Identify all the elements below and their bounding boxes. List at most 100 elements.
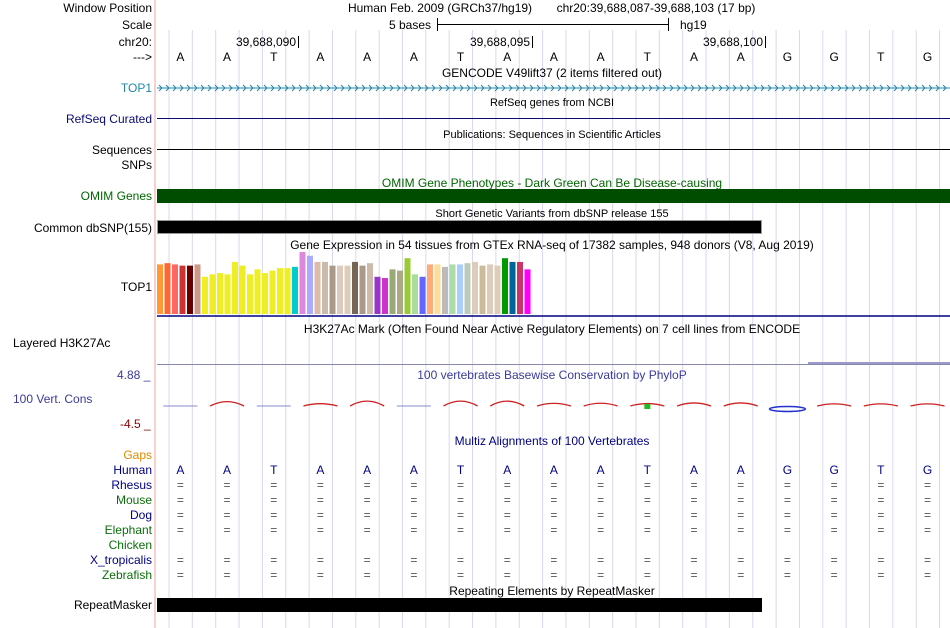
multiz-species-label[interactable]: Dog xyxy=(129,508,152,522)
phylop-score-mark[interactable] xyxy=(630,402,665,407)
multiz-track-title[interactable]: Multiz Alignments of 100 Vertebrates xyxy=(454,434,650,448)
gtex-tissue-bar[interactable] xyxy=(299,252,306,314)
refseq-track-title[interactable]: RefSeq genes from NCBI xyxy=(489,97,615,109)
gtex-track-title[interactable]: Gene Expression in 54 tissues from GTEx … xyxy=(290,238,814,252)
gencode-transcript-track[interactable] xyxy=(157,82,950,94)
gtex-tissue-bar[interactable] xyxy=(359,265,366,314)
gtex-tissue-bar[interactable] xyxy=(254,269,261,314)
gtex-tissue-bar[interactable] xyxy=(247,274,253,314)
gtex-tissue-bar[interactable] xyxy=(389,269,396,314)
gtex-tissue-bar[interactable] xyxy=(427,264,433,314)
gtex-tissue-bar[interactable] xyxy=(382,278,388,314)
gtex-tissue-bar[interactable] xyxy=(494,265,501,314)
assembly-title[interactable]: Human Feb. 2009 (GRCh37/hg19) xyxy=(347,1,533,15)
phylop-score-mark[interactable] xyxy=(303,403,338,407)
phylop-score-mark[interactable] xyxy=(583,402,618,407)
multiz-species-label[interactable]: Rhesus xyxy=(111,478,152,492)
strand-arrow-label[interactable]: ---> xyxy=(133,50,152,64)
phylop-conservation-plot[interactable] xyxy=(157,382,950,432)
gtex-expression-chart[interactable] xyxy=(157,252,950,318)
gtex-tissue-bar[interactable] xyxy=(479,265,486,314)
phylop-score-mark[interactable] xyxy=(863,403,899,407)
gtex-gene-label[interactable]: TOP1 xyxy=(120,280,152,294)
gtex-tissue-bar[interactable] xyxy=(517,261,523,314)
gtex-tissue-bar[interactable] xyxy=(442,266,448,314)
gtex-tissue-bar[interactable] xyxy=(194,264,201,314)
gtex-tissue-bar[interactable] xyxy=(509,261,516,314)
repeatmasker-track-title[interactable]: Repeating Elements by RepeatMasker xyxy=(449,584,655,598)
multiz-species-label[interactable]: Zebrafish xyxy=(101,568,152,582)
phylop-score-mark[interactable] xyxy=(816,403,852,407)
gtex-tissue-bar[interactable] xyxy=(344,265,351,314)
dbsnp-track-title[interactable]: Short Genetic Variants from dbSNP releas… xyxy=(435,208,669,220)
gtex-tissue-bar[interactable] xyxy=(157,264,163,314)
multiz-species-label[interactable]: Gaps xyxy=(123,448,152,462)
gtex-tissue-bar[interactable] xyxy=(269,270,276,314)
gtex-tissue-bar[interactable] xyxy=(487,264,493,314)
multiz-species-label[interactable]: Elephant xyxy=(104,523,152,537)
phylop-score-mark[interactable] xyxy=(676,402,712,407)
multiz-species-label[interactable]: Human xyxy=(113,463,152,477)
repeatmasker-element-bar[interactable] xyxy=(157,598,762,612)
h3k27ac-track-label[interactable]: Layered H3K27Ac xyxy=(13,336,111,350)
phylop-track-title[interactable]: 100 vertebrates Basewise Conservation by… xyxy=(417,368,687,382)
phylop-score-mark[interactable] xyxy=(443,400,478,407)
gencode-gene-label[interactable]: TOP1 xyxy=(120,81,152,95)
gtex-tissue-bar[interactable] xyxy=(262,273,268,314)
h3k27ac-track-title[interactable]: H3K27Ac Mark (Often Found Near Active Re… xyxy=(303,322,801,336)
gtex-tissue-bar[interactable] xyxy=(472,261,478,314)
gtex-tissue-bar[interactable] xyxy=(404,258,411,314)
gtex-tissue-bar[interactable] xyxy=(374,276,381,314)
phylop-highlight-mark[interactable] xyxy=(644,404,651,409)
gtex-tissue-bar[interactable] xyxy=(292,266,298,314)
refseq-track-label[interactable]: RefSeq Curated xyxy=(65,112,152,126)
gencode-track-title[interactable]: GENCODE V49lift37 (2 items filtered out) xyxy=(441,66,663,80)
publications-line[interactable] xyxy=(157,149,950,150)
gtex-tissue-bar[interactable] xyxy=(449,264,456,314)
phylop-track-label[interactable]: 100 Vert. Cons xyxy=(13,392,93,406)
gtex-tissue-bar[interactable] xyxy=(187,265,193,314)
gtex-tissue-bar[interactable] xyxy=(239,265,246,314)
gtex-tissue-bar[interactable] xyxy=(434,264,441,314)
gtex-tissue-bar[interactable] xyxy=(314,261,321,314)
gtex-tissue-bar[interactable] xyxy=(397,270,403,314)
gtex-tissue-bar[interactable] xyxy=(179,265,186,314)
gtex-tissue-bar[interactable] xyxy=(209,274,216,314)
gtex-tissue-bar[interactable] xyxy=(217,273,223,314)
gtex-tissue-bar[interactable] xyxy=(412,274,418,314)
phylop-score-mark[interactable] xyxy=(910,403,945,407)
h3k27ac-signal[interactable] xyxy=(808,362,950,364)
gtex-tissue-bar[interactable] xyxy=(464,263,471,314)
gtex-tissue-bar[interactable] xyxy=(419,276,426,314)
phylop-score-mark[interactable] xyxy=(349,400,385,407)
publications-track-title[interactable]: Publications: Sequences in Scientific Ar… xyxy=(443,129,661,141)
gtex-tissue-bar[interactable] xyxy=(502,258,508,314)
multiz-species-label[interactable]: Mouse xyxy=(115,493,152,507)
gtex-tissue-bar[interactable] xyxy=(367,263,373,314)
region-position[interactable]: chr20:39,688,087-39,688,103 (17 bp) xyxy=(556,1,756,15)
gtex-tissue-bar[interactable] xyxy=(284,268,291,314)
snps-track-label[interactable]: SNPs xyxy=(121,158,152,172)
gtex-tissue-bar[interactable] xyxy=(164,263,171,314)
phylop-score-mark[interactable] xyxy=(489,400,525,407)
phylop-score-mark[interactable] xyxy=(209,400,245,407)
gtex-tissue-bar[interactable] xyxy=(172,264,178,314)
gtex-tissue-bar[interactable] xyxy=(329,265,336,314)
dbsnp-track-label[interactable]: Common dbSNP(155) xyxy=(33,221,152,235)
multiz-species-label[interactable]: Chicken xyxy=(108,538,152,552)
multiz-species-label[interactable]: X_tropicalis xyxy=(89,553,152,567)
omim-track-title[interactable]: OMIM Gene Phenotypes - Dark Green Can Be… xyxy=(381,176,723,190)
gtex-tissue-bar[interactable] xyxy=(322,261,328,314)
repeatmasker-track-label[interactable]: RepeatMasker xyxy=(73,598,152,612)
dbsnp-variant-bar[interactable] xyxy=(157,220,762,234)
omim-track-label[interactable]: OMIM Genes xyxy=(80,189,152,203)
phylop-score-mark[interactable] xyxy=(723,402,758,407)
gtex-tissue-bar[interactable] xyxy=(232,261,238,314)
refseq-gene-line[interactable] xyxy=(157,118,950,119)
gtex-tissue-bar[interactable] xyxy=(524,269,531,314)
phylop-score-mark[interactable] xyxy=(536,402,572,407)
gtex-tissue-bar[interactable] xyxy=(457,264,463,314)
gtex-tissue-bar[interactable] xyxy=(352,261,358,314)
gtex-tissue-bar[interactable] xyxy=(202,276,208,314)
omim-phenotype-bar[interactable] xyxy=(157,189,950,203)
